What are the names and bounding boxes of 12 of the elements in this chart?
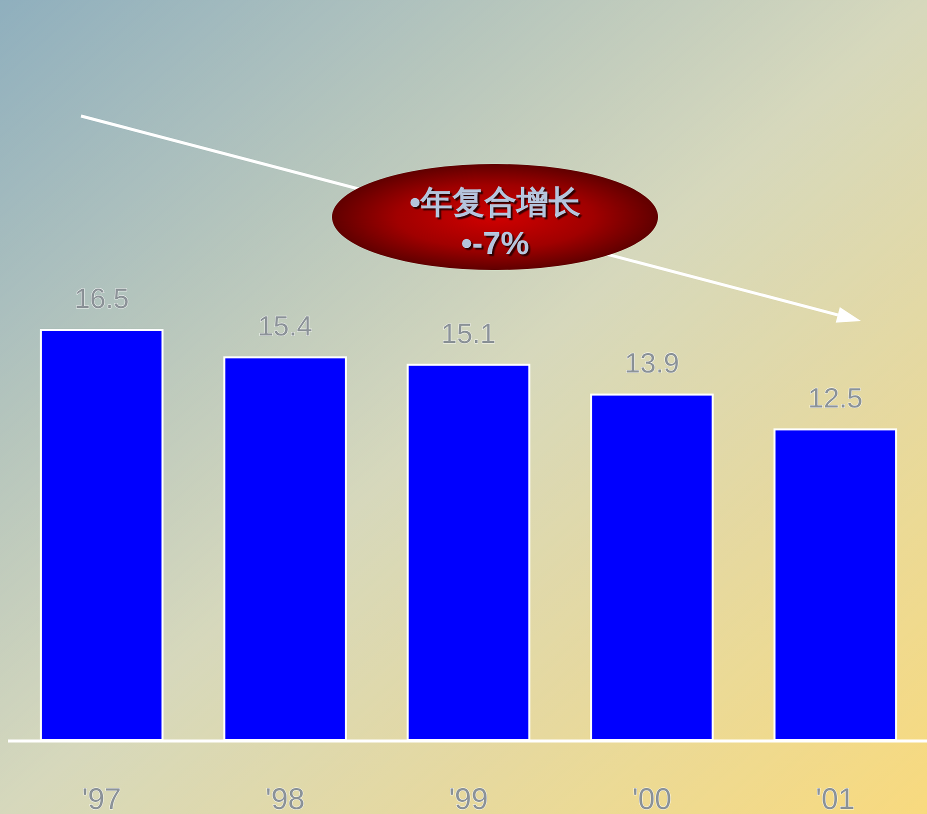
data-label: 13.9 bbox=[624, 348, 680, 379]
text: •年复合增长 bbox=[409, 184, 581, 220]
x-tick-label: '01 bbox=[816, 783, 855, 814]
x-tick-label: '99 bbox=[448, 783, 488, 814]
data-label: 16.5 bbox=[74, 283, 129, 314]
x-tick-label: '98 bbox=[266, 783, 305, 814]
data-label: 15.4 bbox=[258, 310, 312, 342]
text: •-7% bbox=[460, 225, 530, 261]
data-label: 15.1 bbox=[441, 318, 496, 349]
x-tick-label: '97 bbox=[82, 783, 122, 814]
data-label: 12.5 bbox=[808, 382, 863, 414]
x-tick-label: '00 bbox=[632, 783, 672, 814]
